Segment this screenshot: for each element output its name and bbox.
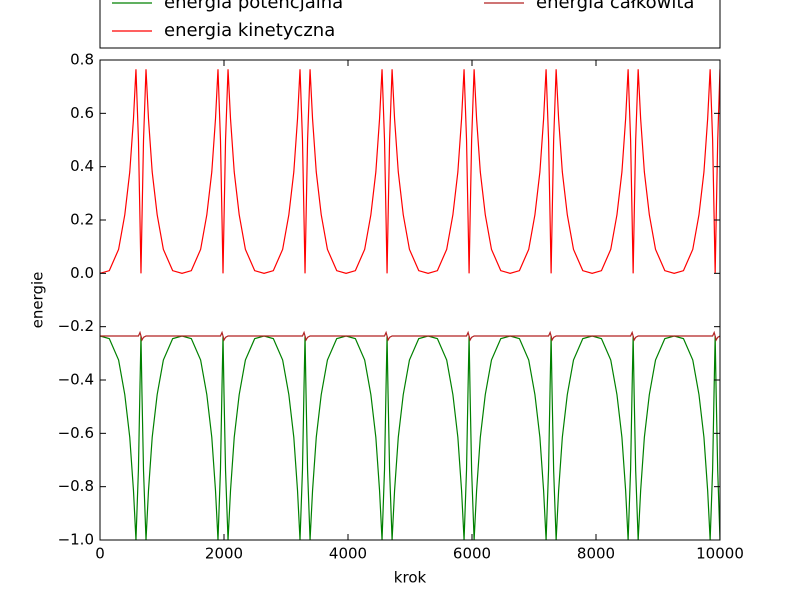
y-axis-label: energie [29, 272, 47, 329]
y-tick-label: −0.4 [58, 371, 94, 389]
legend-label: energia całkowita [536, 0, 694, 13]
x-tick-label: 0 [95, 545, 105, 563]
x-tick-label: 4000 [329, 545, 367, 563]
y-tick-label: 0.0 [70, 264, 94, 282]
y-tick-label: 0.6 [70, 104, 94, 122]
y-tick-label: 0.2 [70, 211, 94, 229]
y-tick-label: −0.2 [58, 317, 94, 335]
x-tick-label: 8000 [577, 545, 615, 563]
legend-box [99, 0, 721, 49]
x-tick-label: 10000 [696, 545, 744, 563]
legend-label: energia potencjalna [164, 0, 343, 13]
y-tick-label: 0.4 [70, 157, 94, 175]
y-tick-label: −0.6 [58, 424, 94, 442]
x-tick-label: 2000 [205, 545, 243, 563]
y-tick-label: −1.0 [58, 531, 94, 549]
legend-label: energia kinetyczna [164, 20, 335, 41]
series-line [100, 330, 720, 342]
y-tick-label: 0.8 [70, 51, 94, 69]
series-line [100, 69, 720, 274]
x-axis-label: krok [394, 569, 427, 587]
series-line [100, 335, 720, 540]
plot-frame [99, 59, 721, 541]
x-tick-label: 6000 [453, 545, 491, 563]
y-tick-label: −0.8 [58, 477, 94, 495]
